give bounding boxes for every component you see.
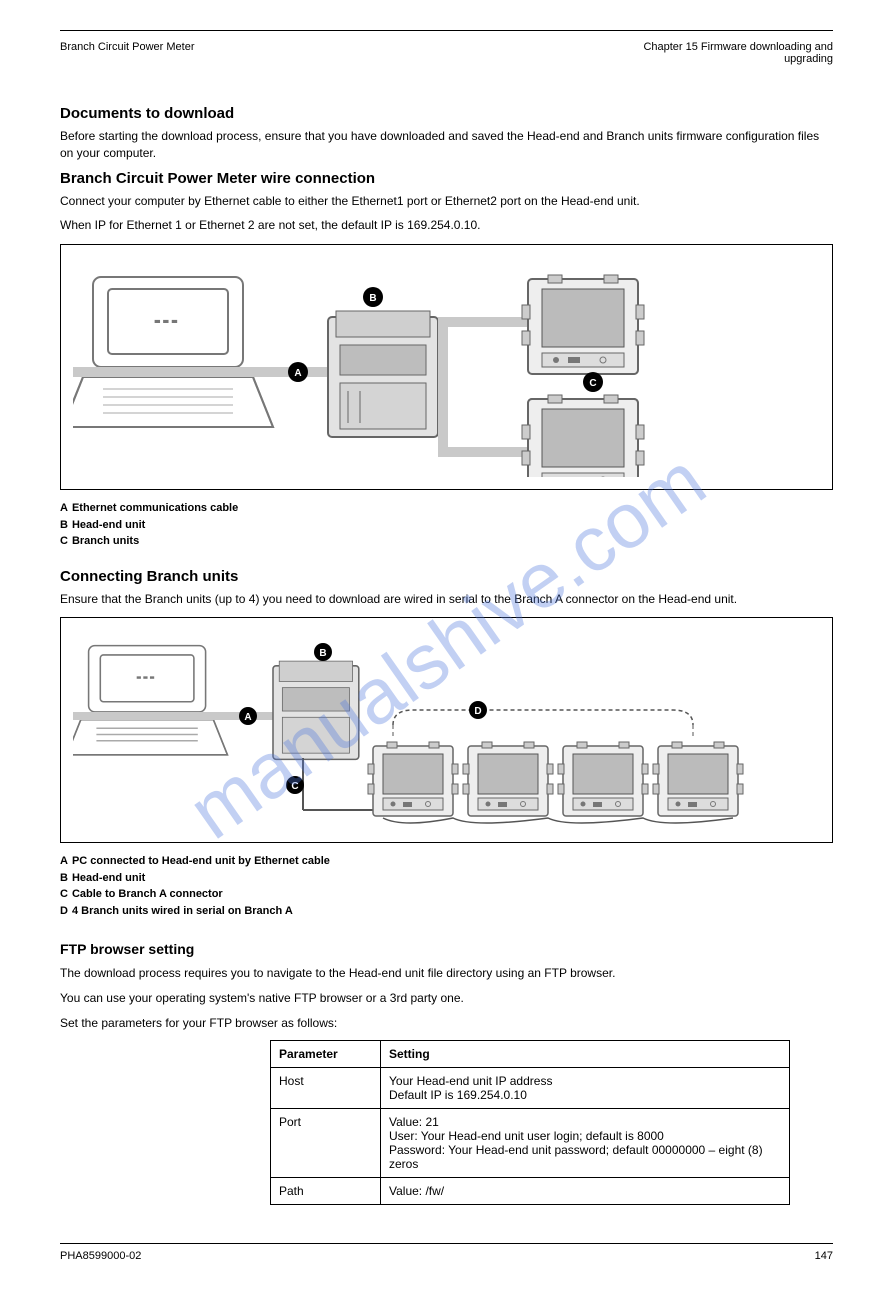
table-cell: Port	[271, 1108, 381, 1177]
figure-2-legend: APC connected to Head-end unit by Ethern…	[60, 853, 833, 919]
figure-1-legend: AEthernet communications cable BHead-end…	[60, 500, 833, 550]
heading-branch: Connecting Branch units	[60, 568, 833, 585]
svg-text:C: C	[291, 781, 298, 792]
para-branch: Ensure that the Branch units (up to 4) y…	[60, 591, 833, 608]
legend-1-c: Branch units	[72, 535, 139, 547]
table-cell: Path	[271, 1177, 381, 1204]
heading-wire: Branch Circuit Power Meter wire connecti…	[60, 170, 833, 187]
heading-documents: Documents to download	[60, 105, 833, 122]
para-ftp-1: The download process requires you to nav…	[60, 965, 833, 982]
th-setting: Setting	[381, 1040, 790, 1067]
legend-2-a: PC connected to Head-end unit by Etherne…	[72, 855, 330, 867]
svg-text:- - -: - - -	[137, 672, 154, 684]
para-ftp-3: Set the parameters for your FTP browser …	[60, 1015, 833, 1032]
table-cell: Your Head-end unit IP addressDefault IP …	[381, 1067, 790, 1108]
header-left: Branch Circuit Power Meter	[60, 41, 195, 65]
legend-2-d: 4 Branch units wired in serial on Branch…	[72, 905, 293, 917]
header-right-2: upgrading	[643, 53, 833, 65]
para-documents: Before starting the download process, en…	[60, 128, 833, 162]
heading-ftp: FTP browser setting	[60, 941, 833, 957]
footer-left: PHA8599000-02	[60, 1250, 141, 1262]
footer-right: 147	[815, 1250, 833, 1262]
svg-text:C: C	[589, 378, 596, 389]
table-cell: Value: 21User: Your Head-end unit user l…	[381, 1108, 790, 1177]
svg-text:- - -: - - -	[155, 312, 177, 328]
para-wire-1: Connect your computer by Ethernet cable …	[60, 193, 833, 210]
th-parameter: Parameter	[271, 1040, 381, 1067]
legend-1-a: Ethernet communications cable	[72, 502, 238, 514]
svg-text:B: B	[369, 293, 376, 304]
legend-2-c: Cable to Branch A connector	[72, 888, 223, 900]
header-meta: Branch Circuit Power Meter Chapter 15 Fi…	[60, 41, 833, 65]
table-cell: Host	[271, 1067, 381, 1108]
top-rule	[60, 30, 833, 31]
legend-1-b: Head-end unit	[72, 519, 145, 531]
legend-2-b: Head-end unit	[72, 872, 145, 884]
figure-2: - - - A B C D	[60, 617, 833, 843]
svg-text:D: D	[474, 706, 481, 717]
footer: PHA8599000-02 147	[60, 1243, 833, 1262]
svg-text:A: A	[294, 368, 301, 379]
table-cell: Value: /fw/	[381, 1177, 790, 1204]
figure-1: - - - A B C	[60, 244, 833, 490]
para-wire-2: When IP for Ethernet 1 or Ethernet 2 are…	[60, 217, 833, 234]
svg-text:B: B	[319, 648, 326, 659]
header-right-1: Chapter 15 Firmware downloading and	[643, 41, 833, 53]
svg-text:A: A	[244, 712, 251, 723]
ftp-table: Parameter Setting HostYour Head-end unit…	[270, 1040, 790, 1205]
para-ftp-2: You can use your operating system's nati…	[60, 990, 833, 1007]
